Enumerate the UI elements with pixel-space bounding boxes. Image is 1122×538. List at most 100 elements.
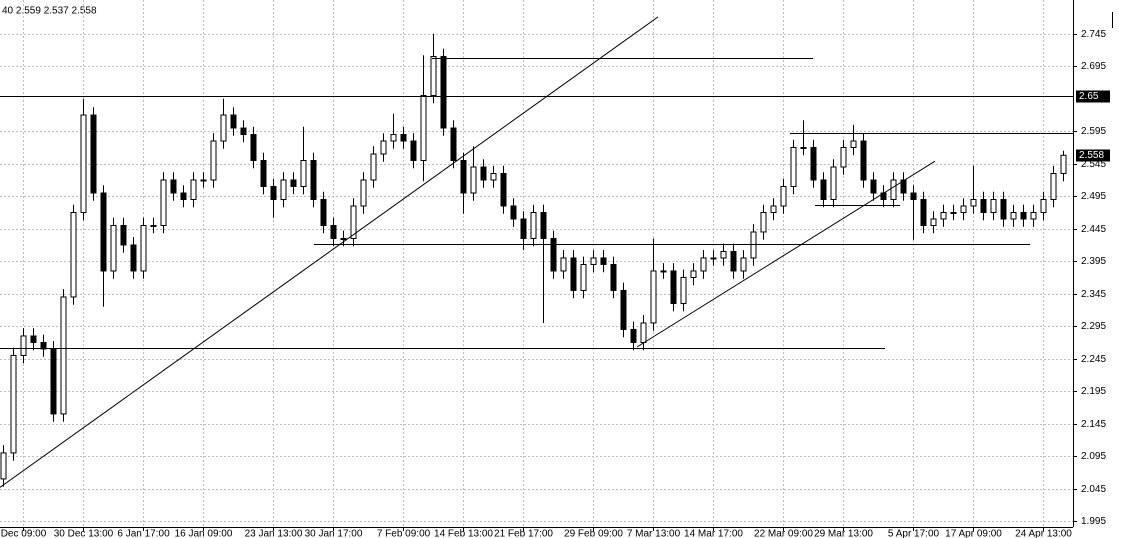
candle-body: [690, 270, 697, 278]
candle-body: [90, 114, 97, 194]
candle-body: [220, 114, 227, 142]
candle-body: [680, 276, 687, 304]
y-tick-label: 2.445: [1081, 224, 1106, 235]
candle-body: [350, 205, 357, 239]
x-tick-label: 5 Apr 17:00: [888, 529, 940, 538]
candle-body: [510, 205, 517, 220]
x-tick-label: 29 Mar 13:00: [814, 529, 873, 538]
candle-body: [190, 179, 197, 200]
candle-body: [920, 198, 927, 226]
candle-body: [980, 198, 987, 213]
candle-body: [830, 166, 837, 200]
candle-body: [650, 270, 657, 324]
candle-body: [1040, 198, 1047, 213]
price-label: 2.65: [1079, 91, 1099, 102]
y-tick-label: 2.095: [1081, 451, 1106, 462]
candle-body: [660, 270, 667, 273]
candle-body: [820, 179, 827, 200]
candle-body: [730, 250, 737, 272]
candle-body: [1000, 198, 1007, 220]
candle-body: [400, 134, 407, 142]
candle-body: [130, 244, 137, 272]
candle-body: [770, 205, 777, 213]
candle-body: [1050, 173, 1057, 200]
candle-body: [110, 224, 117, 272]
candle-body: [170, 179, 177, 194]
candle-body: [100, 192, 107, 272]
candle-body: [710, 257, 717, 260]
candle-body: [330, 224, 337, 239]
candle-body: [250, 134, 257, 162]
candle-body: [890, 179, 897, 200]
y-tick-label: 2.745: [1081, 29, 1106, 40]
candle-body: [440, 56, 447, 129]
candle-body: [380, 140, 387, 155]
candle-body: [990, 198, 997, 213]
candle-body: [290, 179, 297, 187]
y-tick-label: 2.195: [1081, 386, 1106, 397]
x-tick-label: 24 Apr 13:00: [1015, 529, 1072, 538]
candle-body: [850, 140, 857, 149]
candle-body: [490, 173, 497, 181]
candle-body: [60, 296, 67, 415]
x-tick-label: 14 Feb 13:00: [434, 529, 493, 538]
candle-body: [160, 179, 167, 226]
candle-body: [310, 160, 317, 200]
candle-body: [500, 173, 507, 207]
candle-body: [630, 328, 637, 343]
candle-body: [200, 179, 207, 182]
candle-body: [320, 198, 327, 226]
x-tick-label: 6 Jan 17:00: [117, 529, 170, 538]
candle-body: [120, 224, 127, 246]
x-tick-label: 30 Jan 17:00: [305, 529, 363, 538]
candle-body: [860, 140, 867, 181]
candle-body: [640, 322, 647, 343]
header-quote: 40 2.559 2.537 2.558: [2, 6, 97, 17]
x-tick-label: 7 Feb 09:00: [377, 529, 431, 538]
candle-body: [30, 335, 37, 343]
candle-body: [950, 211, 957, 214]
candle-body: [280, 179, 287, 200]
candle-body: [570, 257, 577, 291]
y-tick-label: 2.345: [1081, 289, 1106, 300]
candle-body: [900, 179, 907, 194]
candle-body: [20, 335, 27, 356]
candle-body: [10, 354, 17, 454]
x-tick-label: 7 Mar 13:00: [627, 529, 681, 538]
candle-body: [1020, 211, 1027, 220]
candle-body: [960, 205, 967, 213]
candle-body: [970, 198, 977, 207]
candle-body: [720, 250, 727, 259]
candle-body: [550, 237, 557, 272]
candle-body: [620, 289, 627, 330]
candle-body: [810, 147, 817, 181]
price-label-box: [1076, 90, 1110, 103]
candle-body: [0, 452, 7, 480]
x-tick-label: 14 Mar 17:00: [684, 529, 743, 538]
candle-body: [150, 224, 157, 227]
candle-body: [230, 114, 237, 129]
candle-body: [800, 147, 807, 150]
candle-body: [50, 348, 57, 415]
trend-line: [636, 160, 936, 348]
x-tick-label: 23 Jan 13:00: [245, 529, 303, 538]
x-tick-label: Dec 09:00: [1, 529, 47, 538]
y-tick-label: 2.245: [1081, 354, 1106, 365]
candle-body: [940, 211, 947, 220]
candle-body: [390, 134, 397, 142]
candle-body: [760, 211, 767, 233]
y-tick-label: 2.045: [1081, 484, 1106, 495]
candle-body: [840, 147, 847, 168]
candle-body: [1060, 154, 1067, 175]
candle-body: [1010, 211, 1017, 220]
y-tick-label: 2.145: [1081, 419, 1106, 430]
candle-body: [480, 166, 487, 181]
candle-body: [270, 185, 277, 200]
candle-body: [740, 257, 747, 272]
candle-body: [340, 237, 347, 240]
x-tick-label: 22 Mar 09:00: [754, 529, 813, 538]
x-tick-label: 30 Dec 13:00: [54, 529, 114, 538]
candle-body: [70, 211, 77, 298]
y-tick-label: 2.695: [1081, 61, 1106, 72]
